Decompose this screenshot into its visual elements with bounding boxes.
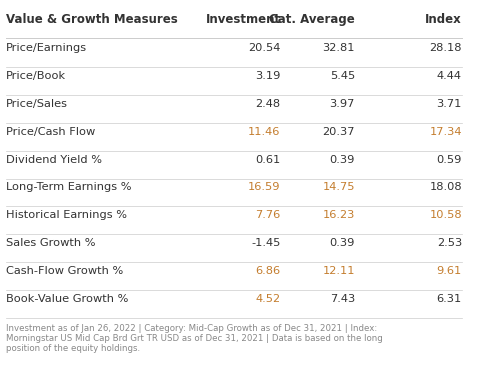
Text: 10.58: 10.58 xyxy=(429,210,462,220)
Text: Price/Earnings: Price/Earnings xyxy=(6,43,87,53)
Text: 6.31: 6.31 xyxy=(437,294,462,304)
Text: 0.59: 0.59 xyxy=(436,155,462,165)
Text: 32.81: 32.81 xyxy=(323,43,355,53)
Text: 11.46: 11.46 xyxy=(248,127,281,137)
Text: 17.34: 17.34 xyxy=(429,127,462,137)
Text: 7.76: 7.76 xyxy=(255,210,281,220)
Text: Investment as of Jan 26, 2022 | Category: Mid-Cap Growth as of Dec 31, 2021 | In: Investment as of Jan 26, 2022 | Category… xyxy=(6,324,383,353)
Text: 20.37: 20.37 xyxy=(323,127,355,137)
Text: 4.44: 4.44 xyxy=(437,71,462,81)
Text: 6.86: 6.86 xyxy=(255,266,281,276)
Text: 7.43: 7.43 xyxy=(330,294,355,304)
Text: 14.75: 14.75 xyxy=(323,182,355,192)
Text: 0.61: 0.61 xyxy=(255,155,281,165)
Text: 9.61: 9.61 xyxy=(437,266,462,276)
Text: Value & Growth Measures: Value & Growth Measures xyxy=(6,13,178,26)
Text: 18.08: 18.08 xyxy=(429,182,462,192)
Text: 3.19: 3.19 xyxy=(255,71,281,81)
Text: Dividend Yield %: Dividend Yield % xyxy=(6,155,102,165)
Text: Index: Index xyxy=(425,13,462,26)
Text: Cash-Flow Growth %: Cash-Flow Growth % xyxy=(6,266,123,276)
Text: Cat. Average: Cat. Average xyxy=(269,13,355,26)
Text: 2.48: 2.48 xyxy=(255,99,281,109)
Text: 3.71: 3.71 xyxy=(436,99,462,109)
Text: Historical Earnings %: Historical Earnings % xyxy=(6,210,127,220)
Text: 0.39: 0.39 xyxy=(329,238,355,248)
Text: -1.45: -1.45 xyxy=(251,238,281,248)
Text: Sales Growth %: Sales Growth % xyxy=(6,238,96,248)
Text: 16.23: 16.23 xyxy=(323,210,355,220)
Text: Price/Book: Price/Book xyxy=(6,71,66,81)
Text: Long-Term Earnings %: Long-Term Earnings % xyxy=(6,182,131,192)
Text: Book-Value Growth %: Book-Value Growth % xyxy=(6,294,129,304)
Text: 3.97: 3.97 xyxy=(329,99,355,109)
Text: 16.59: 16.59 xyxy=(248,182,281,192)
Text: 0.39: 0.39 xyxy=(329,155,355,165)
Text: 12.11: 12.11 xyxy=(323,266,355,276)
Text: Investment: Investment xyxy=(206,13,281,26)
Text: 20.54: 20.54 xyxy=(248,43,281,53)
Text: 4.52: 4.52 xyxy=(255,294,281,304)
Text: 5.45: 5.45 xyxy=(330,71,355,81)
Text: 2.53: 2.53 xyxy=(437,238,462,248)
Text: Price/Cash Flow: Price/Cash Flow xyxy=(6,127,95,137)
Text: Price/Sales: Price/Sales xyxy=(6,99,68,109)
Text: 28.18: 28.18 xyxy=(429,43,462,53)
